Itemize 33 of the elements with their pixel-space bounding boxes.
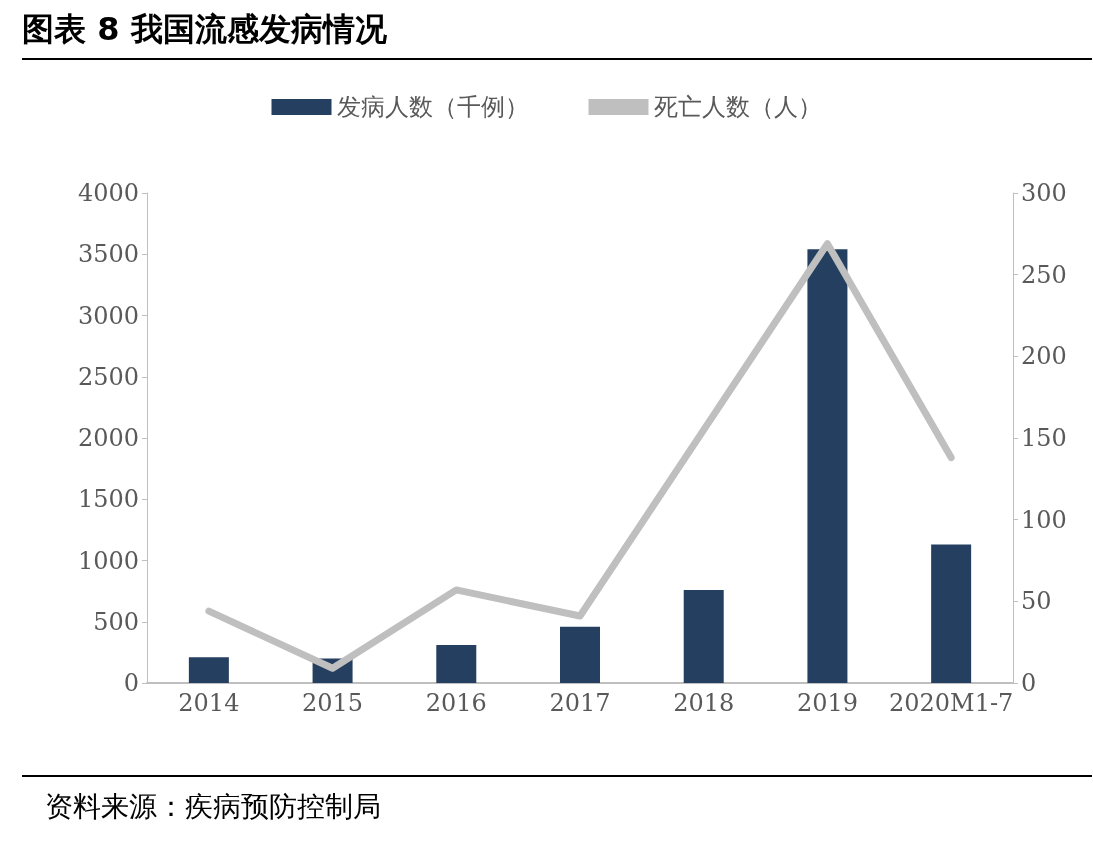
y-tick-label: 4000	[77, 179, 139, 207]
bar	[560, 626, 600, 683]
y-tick-label: 1500	[77, 485, 139, 514]
x-tick-label: 2016	[425, 689, 487, 717]
legend-label: 发病人数（千例）	[336, 93, 529, 121]
x-tick-label: 2019	[796, 689, 858, 717]
x-tick-label: 2015	[302, 689, 364, 717]
x-tick-label: 2020M1-7	[888, 689, 1014, 717]
chart-title: 图表 8 我国流感发病情况	[22, 9, 387, 50]
bar	[436, 645, 477, 683]
y-tick-label: 3000	[77, 301, 139, 330]
y-tick-label: 3500	[77, 240, 139, 269]
x-tick-label: 2018	[673, 689, 735, 717]
legend-label: 死亡人数（人）	[653, 93, 822, 121]
text: 资料来源：疾病预防控制局	[45, 789, 381, 825]
y-tick-label: 0	[123, 669, 139, 697]
x-tick-label: 2017	[549, 689, 611, 717]
bar	[807, 249, 848, 683]
bar	[683, 589, 724, 683]
y2-tick-label: 250	[1021, 260, 1067, 289]
y2-tick-label: 150	[1021, 424, 1067, 452]
y2-tick-label: 200	[1021, 342, 1067, 371]
y2-tick-label: 100	[1021, 505, 1067, 534]
bar	[188, 657, 229, 683]
y-tick-label: 2000	[77, 424, 139, 452]
y-tick-label: 500	[93, 607, 139, 636]
x-tick-label: 2014	[178, 689, 240, 717]
bar	[931, 544, 972, 683]
y-tick-label: 1000	[77, 546, 139, 575]
y2-tick-label: 50	[1021, 587, 1052, 616]
y-tick-label: 2500	[77, 362, 139, 391]
y2-tick-label: 300	[1021, 179, 1067, 207]
y2-tick-label: 0	[1021, 669, 1037, 697]
